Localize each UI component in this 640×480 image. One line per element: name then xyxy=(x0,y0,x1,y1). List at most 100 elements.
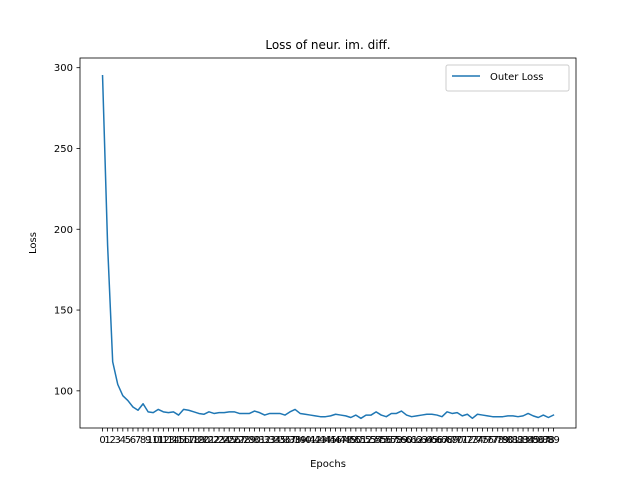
x-tick-label: 52 xyxy=(360,435,373,446)
x-tick-label: 59 xyxy=(395,435,408,446)
legend-label-outer-loss: Outer Loss xyxy=(490,72,544,83)
x-tick-label: 33 xyxy=(263,435,276,446)
x-tick-label: 12 xyxy=(157,435,170,446)
x-tick-label: 25 xyxy=(223,435,236,446)
x-tick-label: 47 xyxy=(334,435,347,446)
x-tick-label: 70 xyxy=(451,435,464,446)
x-tick-label: 15 xyxy=(172,435,185,446)
x-tick-label: 18 xyxy=(187,435,200,446)
x-tick-label: 35 xyxy=(274,435,287,446)
x-tick-label: 19 xyxy=(192,435,205,446)
x-tick-label: 89 xyxy=(547,435,560,446)
x-tick-label: 63 xyxy=(415,435,428,446)
x-tick-label: 64 xyxy=(420,435,433,446)
x-tick-label: 24 xyxy=(218,435,231,446)
x-tick-label: 11 xyxy=(152,435,165,446)
x-tick-label: 85 xyxy=(527,435,540,446)
x-tick-label: 61 xyxy=(405,435,418,446)
x-tick-label: 49 xyxy=(344,435,357,446)
x-tick-label: 54 xyxy=(370,435,383,446)
x-tick-label: 76 xyxy=(481,435,494,446)
x-tick-label: 55 xyxy=(375,435,388,446)
chart-title: Loss of neur. im. diff. xyxy=(265,38,390,52)
x-tick-label: 44 xyxy=(319,435,332,446)
x-tick-label: 84 xyxy=(522,435,535,446)
y-axis-label: Loss xyxy=(28,232,39,254)
x-tick-label: 23 xyxy=(213,435,226,446)
x-tick-label: 65 xyxy=(425,435,438,446)
x-tick-label: 14 xyxy=(167,435,180,446)
y-tick-label: 300 xyxy=(54,63,73,74)
x-tick-label: 87 xyxy=(537,435,550,446)
x-tick-label: 13 xyxy=(162,435,175,446)
x-tick-label: 77 xyxy=(486,435,499,446)
x-tick-label: 7 xyxy=(135,435,141,446)
x-tick-label: 88 xyxy=(542,435,555,446)
x-tick-label: 82 xyxy=(512,435,525,446)
x-tick-label: 16 xyxy=(177,435,190,446)
tick-layer: 0123456789101112131415161718192021222324… xyxy=(54,63,560,446)
series-line-outer-loss xyxy=(101,74,555,420)
x-tick-label: 62 xyxy=(410,435,423,446)
y-tick-label: 250 xyxy=(54,144,73,155)
y-tick-label: 100 xyxy=(54,386,73,397)
x-tick-label: 9 xyxy=(145,435,151,446)
x-tick-label: 38 xyxy=(289,435,302,446)
x-tick-label: 58 xyxy=(390,435,403,446)
x-tick-label: 21 xyxy=(203,435,216,446)
x-tick-label: 67 xyxy=(436,435,449,446)
x-tick-label: 43 xyxy=(314,435,327,446)
x-tick-label: 68 xyxy=(441,435,454,446)
x-tick-label: 51 xyxy=(355,435,368,446)
x-tick-label: 53 xyxy=(365,435,378,446)
legend-box xyxy=(445,64,570,92)
x-tick-label: 10 xyxy=(147,435,160,446)
x-tick-label: 79 xyxy=(496,435,509,446)
x-tick-label: 17 xyxy=(182,435,195,446)
x-tick-label: 45 xyxy=(324,435,337,446)
x-tick-label: 78 xyxy=(491,435,504,446)
series-layer xyxy=(101,74,555,420)
x-tick-label: 37 xyxy=(284,435,297,446)
x-tick-label: 72 xyxy=(461,435,474,446)
x-tick-label: 81 xyxy=(507,435,520,446)
x-tick-label: 42 xyxy=(309,435,322,446)
x-tick-label: 29 xyxy=(243,435,256,446)
x-tick-label: 8 xyxy=(140,435,146,446)
x-tick-label: 0 xyxy=(99,435,105,446)
x-tick-label: 60 xyxy=(400,435,413,446)
x-tick-label: 50 xyxy=(349,435,362,446)
x-tick-label: 83 xyxy=(517,435,530,446)
x-tick-label: 5 xyxy=(125,435,131,446)
x-tick-label: 30 xyxy=(248,435,261,446)
x-tick-label: 86 xyxy=(532,435,545,446)
x-tick-label: 28 xyxy=(238,435,251,446)
y-tick-label: 150 xyxy=(54,306,73,317)
x-tick-label: 1 xyxy=(104,435,110,446)
x-tick-label: 48 xyxy=(339,435,352,446)
x-tick-label: 31 xyxy=(253,435,266,446)
x-tick-label: 34 xyxy=(268,435,281,446)
x-tick-label: 40 xyxy=(299,435,312,446)
x-tick-label: 22 xyxy=(208,435,221,446)
legend: Outer Loss xyxy=(445,64,570,92)
x-tick-label: 73 xyxy=(466,435,479,446)
x-tick-label: 69 xyxy=(446,435,459,446)
x-tick-label: 27 xyxy=(233,435,246,446)
x-tick-label: 80 xyxy=(501,435,514,446)
x-axis-label: Epochs xyxy=(310,459,346,470)
plot-frame xyxy=(79,57,577,429)
x-tick-label: 6 xyxy=(130,435,136,446)
x-tick-label: 3 xyxy=(115,435,121,446)
x-tick-label: 57 xyxy=(385,435,398,446)
x-tick-label: 46 xyxy=(329,435,342,446)
x-tick-label: 36 xyxy=(279,435,292,446)
x-tick-label: 4 xyxy=(120,435,126,446)
x-tick-label: 20 xyxy=(198,435,211,446)
y-tick-label: 200 xyxy=(54,225,73,236)
x-tick-label: 26 xyxy=(228,435,241,446)
x-tick-label: 2 xyxy=(109,435,115,446)
x-tick-label: 71 xyxy=(456,435,469,446)
x-tick-label: 74 xyxy=(471,435,484,446)
